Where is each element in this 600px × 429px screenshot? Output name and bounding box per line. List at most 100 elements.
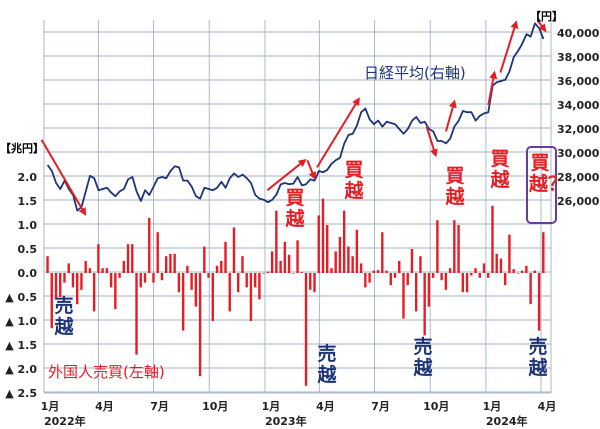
left-tick-label: 2.0: [18, 171, 38, 184]
right-tick-label: 36,000: [557, 75, 600, 88]
bar-foreign-net: [359, 263, 363, 273]
bar-foreign-net: [156, 232, 159, 273]
bar-foreign-net: [101, 268, 104, 273]
bar-foreign-net: [482, 263, 486, 273]
buy-label-3: 買越: [445, 165, 465, 208]
bar-foreign-net: [393, 273, 397, 278]
sell-label-3: 売越: [413, 336, 433, 379]
bar-foreign-net: [160, 273, 164, 281]
bar-foreign-net: [88, 268, 92, 273]
bar-foreign-net: [148, 217, 151, 273]
x-tick-label: 4月: [316, 400, 335, 413]
x-tick-label: 1月: [262, 400, 281, 413]
trend-arrow: [425, 126, 438, 158]
left-tick-label: 0.0: [18, 267, 38, 280]
bar-foreign-net: [266, 271, 270, 273]
left-tick-label: ▲ 2.5: [5, 387, 37, 400]
bar-foreign-net: [139, 273, 142, 288]
bar-foreign-net: [436, 220, 439, 273]
bar-foreign-net: [211, 273, 214, 321]
bar-foreign-net: [131, 244, 134, 273]
bar-foreign-net: [470, 273, 473, 276]
bar-foreign-net: [63, 273, 66, 283]
nikkei-series-label: 日経平均(右軸): [364, 64, 466, 82]
bar-foreign-net: [300, 272, 303, 273]
bar-foreign-net: [54, 273, 58, 300]
bar-foreign-net: [385, 270, 388, 273]
bar-foreign-net: [338, 237, 342, 273]
bar-foreign-net: [152, 273, 155, 283]
bar-foreign-net: [198, 273, 202, 377]
bar-foreign-net: [71, 273, 75, 288]
bar-foreign-net: [237, 273, 240, 293]
bar-foreign-net: [317, 215, 320, 273]
right-tick-label: 28,000: [557, 171, 600, 184]
bar-foreign-net: [92, 273, 96, 312]
bar-foreign-net: [351, 256, 354, 273]
bar-foreign-net: [75, 273, 79, 305]
bar-foreign-net: [67, 263, 70, 273]
bar-foreign-net: [245, 273, 248, 288]
bar-foreign-net: [347, 246, 350, 273]
bar-foreign-net: [542, 232, 545, 273]
bar-foreign-net: [402, 273, 405, 319]
bar-foreign-net: [215, 265, 219, 273]
bar-foreign-net: [309, 273, 312, 290]
bar-foreign-net: [164, 256, 168, 273]
bar-foreign-net: [114, 273, 117, 309]
trend-arrow: [444, 99, 457, 132]
bar-foreign-net: [109, 273, 113, 288]
buy-label-2: 買越: [344, 159, 364, 202]
bar-foreign-net: [321, 198, 325, 273]
buy-label-4: 買越: [490, 148, 510, 191]
bar-foreign-net: [258, 273, 261, 300]
bar-foreign-net: [190, 273, 193, 290]
trend-arrow: [499, 20, 519, 73]
bar-foreign-net: [270, 251, 274, 273]
bar-foreign-net: [368, 273, 371, 283]
bar-foreign-net: [461, 273, 465, 293]
bar-foreign-net: [186, 265, 189, 273]
x-tick-label: 1月: [483, 400, 502, 413]
bar-foreign-net: [46, 256, 49, 273]
bar-foreign-net: [228, 273, 231, 312]
bar-foreign-net: [474, 268, 477, 273]
x-tick-label: 4月: [538, 400, 557, 413]
bar-foreign-net: [173, 253, 176, 273]
x-year-label: 2023年: [265, 414, 307, 428]
bar-foreign-net: [105, 268, 109, 273]
right-tick-label: 26,000: [557, 195, 600, 208]
bar-foreign-net: [177, 273, 181, 293]
bar-foreign-net: [253, 273, 257, 288]
bar-foreign-net: [59, 273, 62, 297]
bar-foreign-net: [537, 273, 541, 331]
buy-label-1: 買越: [285, 187, 305, 230]
bar-foreign-net: [499, 258, 503, 273]
bar-foreign-net: [135, 273, 138, 355]
left-tick-label: ▲ 0.5: [5, 291, 37, 304]
x-tick-label: 7月: [371, 400, 390, 413]
right-tick-label: 38,000: [557, 51, 600, 64]
bar-foreign-net: [520, 270, 524, 273]
trend-arrow: [537, 20, 547, 33]
bar-foreign-net: [330, 268, 333, 273]
bar-foreign-net: [525, 265, 528, 273]
bar-foreign-net: [414, 273, 418, 312]
bar-foreign-net: [342, 210, 346, 273]
bar-foreign-net: [304, 273, 308, 386]
bar-foreign-net: [334, 251, 337, 273]
right-tick-label: 40,000: [557, 27, 600, 40]
bar-foreign-net: [440, 273, 443, 281]
bar-foreign-net: [529, 273, 532, 305]
left-tick-label: 1.0: [18, 219, 38, 232]
right-tick-label: 30,000: [557, 147, 600, 160]
bar-foreign-net: [423, 273, 426, 336]
right-tick-label: 34,000: [557, 99, 600, 112]
bar-foreign-net: [457, 225, 460, 273]
bar-foreign-net: [444, 273, 448, 290]
x-tick-label: 4月: [95, 400, 114, 413]
right-tick-label: 32,000: [557, 123, 600, 136]
bar-foreign-net: [419, 256, 422, 273]
bar-foreign-net: [287, 254, 291, 273]
